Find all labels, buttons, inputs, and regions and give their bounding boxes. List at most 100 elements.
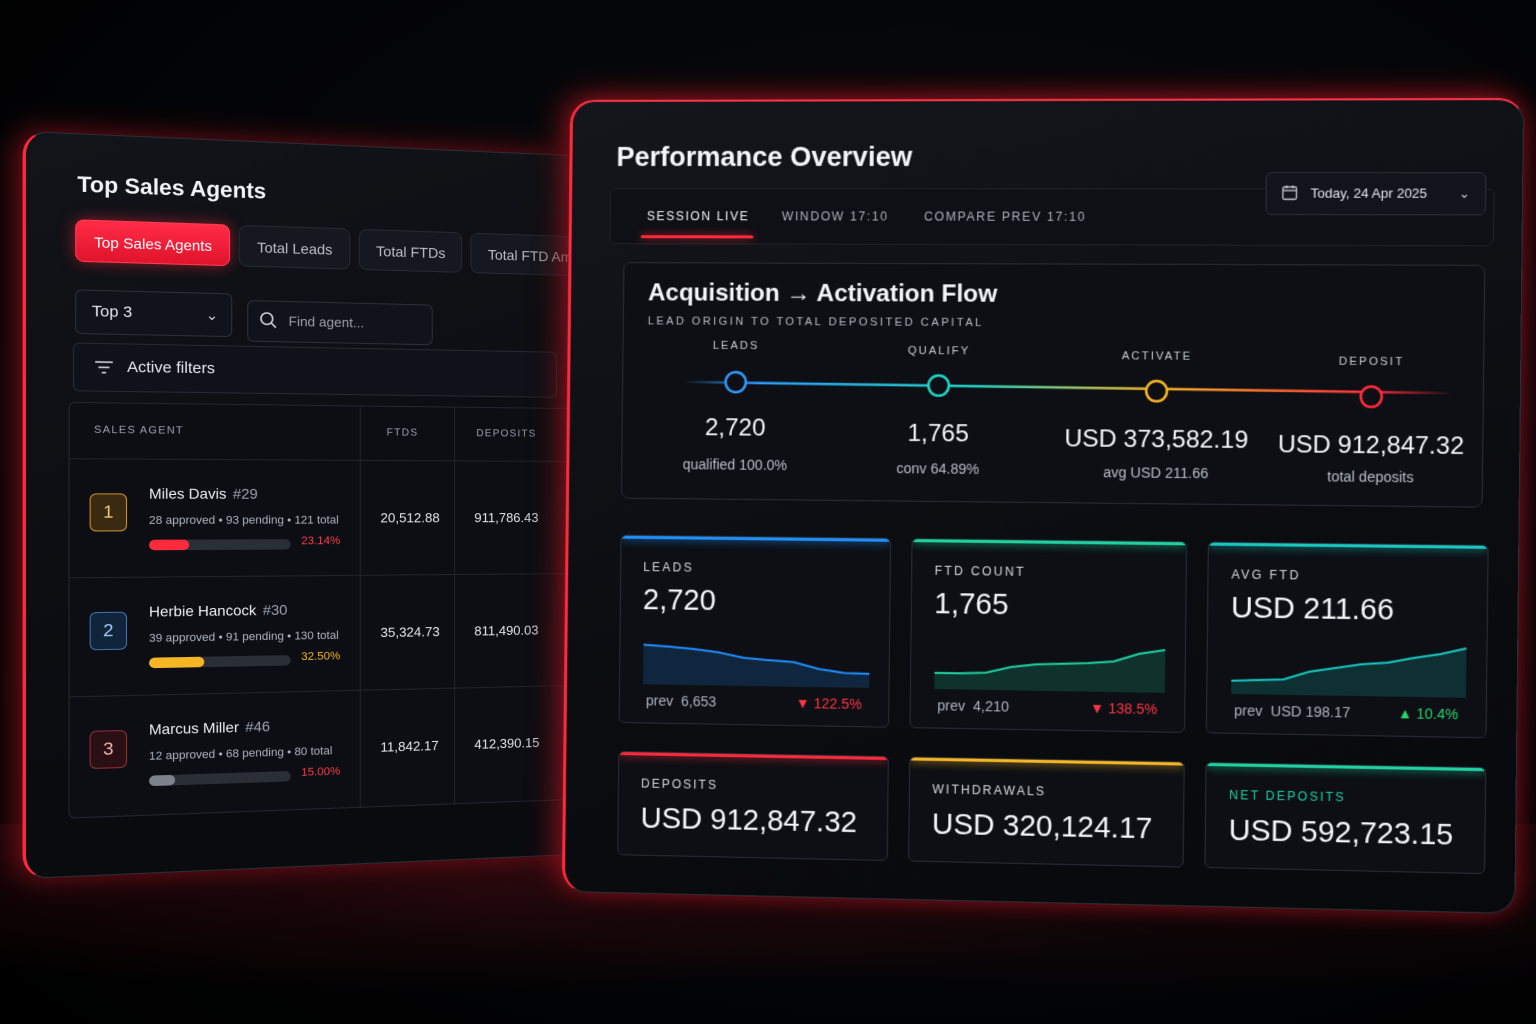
sparkline-area bbox=[1231, 645, 1466, 698]
tab-total-leads[interactable]: Total Leads bbox=[239, 225, 350, 270]
table-row[interactable]: 2 Herbie Hancock #30 39 approved • 91 pen… bbox=[70, 573, 570, 696]
card-accent-line bbox=[1207, 763, 1486, 771]
total-count: 80 total bbox=[294, 745, 332, 759]
prev-label: prev bbox=[646, 692, 673, 709]
agent-name[interactable]: Marcus Miller bbox=[149, 719, 239, 738]
approval-progress-bar bbox=[149, 539, 291, 550]
rank-badge: 3 bbox=[90, 730, 127, 769]
approval-progress-bar bbox=[149, 655, 291, 668]
kpi-card-leads[interactable]: LEADS 2,720 prev 6,653 ▼ 122.5% bbox=[619, 535, 892, 728]
total-card-withdrawals[interactable]: WITHDRAWALS USD 320,124.17 bbox=[908, 756, 1185, 867]
top-n-value: Top 3 bbox=[92, 302, 132, 321]
stage-node-activate bbox=[1146, 381, 1167, 402]
card-accent-line bbox=[619, 752, 888, 760]
tab-total-ftd-amount[interactable]: Total FTD Amount bbox=[471, 233, 570, 278]
sparkline-chart bbox=[642, 628, 871, 688]
agent-search-input[interactable]: Find agent... bbox=[247, 300, 433, 345]
agent-name[interactable]: Miles Davis bbox=[149, 485, 226, 502]
stage-label-leads: LEADS bbox=[635, 339, 837, 352]
stage-node-leads bbox=[726, 372, 746, 392]
table-row[interactable]: 3 Marcus Miller #46 12 approved • 68 pend… bbox=[70, 685, 570, 815]
total-label: NET DEPOSITS bbox=[1229, 788, 1346, 805]
kpi-delta: ▼ 138.5% bbox=[1090, 700, 1158, 717]
prev-value: 6,653 bbox=[681, 693, 716, 710]
prev-value: 4,210 bbox=[973, 698, 1009, 715]
pending-count: 91 pending bbox=[226, 630, 284, 643]
kpi-card-avg-ftd[interactable]: AVG FTD USD 211.66 prev USD 198.17 ▲ 10.… bbox=[1206, 542, 1489, 739]
approval-percent: 15.00% bbox=[301, 765, 340, 779]
stage-node-deposit bbox=[1361, 386, 1382, 407]
active-tab-indicator bbox=[641, 235, 754, 238]
stage-value-qualify: 1,765 bbox=[826, 419, 1051, 449]
stage-label-activate: ACTIVATE bbox=[1054, 350, 1261, 363]
column-header-deposits[interactable]: DEPOSITS bbox=[476, 408, 536, 461]
filter-icon bbox=[94, 359, 114, 376]
deposits-value: 811,490.03 bbox=[474, 622, 538, 638]
page-title: Performance Overview bbox=[616, 142, 912, 173]
approved-count: 39 approved bbox=[149, 631, 215, 645]
tab-window[interactable]: WINDOW 17:10 bbox=[782, 209, 889, 223]
agent-counts: 28 approved • 93 pending • 121 total bbox=[149, 514, 339, 527]
approval-progress-bar bbox=[149, 771, 291, 786]
active-filters-button[interactable]: Active filters bbox=[73, 342, 557, 397]
calendar-icon bbox=[1281, 184, 1298, 200]
stage-label-deposit: DEPOSIT bbox=[1267, 355, 1477, 369]
tab-top-sales-agents[interactable]: Top Sales Agents bbox=[75, 219, 230, 266]
total-value: USD 912,847.32 bbox=[640, 803, 857, 841]
deposits-value: 412,390.15 bbox=[474, 735, 539, 752]
card-accent-line bbox=[1209, 543, 1488, 549]
stage-value-leads: 2,720 bbox=[625, 413, 847, 443]
progress-fill bbox=[149, 775, 175, 786]
ftds-value: 35,324.73 bbox=[380, 624, 439, 640]
total-card-net-deposits[interactable]: NET DEPOSITS USD 592,723.15 bbox=[1204, 762, 1486, 874]
card-accent-line bbox=[622, 536, 891, 542]
total-card-deposits[interactable]: DEPOSITS USD 912,847.32 bbox=[617, 751, 889, 861]
deposits-value: 911,786.43 bbox=[474, 510, 538, 525]
agent-name-cell: Miles Davis #29 bbox=[149, 485, 258, 502]
total-value: USD 320,124.17 bbox=[932, 808, 1153, 846]
agent-name[interactable]: Herbie Hancock bbox=[149, 602, 256, 620]
ftds-value: 11,842.17 bbox=[380, 738, 438, 755]
date-picker[interactable]: Today, 24 Apr 2025 ⌄ bbox=[1265, 172, 1486, 215]
agent-counts: 12 approved • 68 pending • 80 total bbox=[149, 745, 332, 763]
chevron-down-icon: ⌄ bbox=[206, 294, 219, 336]
kpi-label: FTD COUNT bbox=[935, 564, 1026, 579]
kpi-value: USD 211.66 bbox=[1231, 592, 1394, 628]
kpi-delta: ▲ 10.4% bbox=[1398, 705, 1459, 722]
rank-badge: 1 bbox=[90, 493, 127, 531]
kpi-previous: prev 4,210 bbox=[937, 697, 1009, 714]
kpi-delta: ▼ 122.5% bbox=[796, 695, 862, 712]
top-n-select[interactable]: Top 3 ⌄ bbox=[75, 289, 232, 337]
total-count: 130 total bbox=[294, 630, 338, 643]
approved-count: 28 approved bbox=[149, 514, 215, 527]
kpi-previous: prev 6,653 bbox=[646, 692, 717, 709]
sparkline-area bbox=[934, 647, 1165, 693]
approval-percent: 32.50% bbox=[301, 650, 340, 663]
kpi-card-ftd-count[interactable]: FTD COUNT 1,765 prev 4,210 ▼ 138.5% bbox=[909, 538, 1187, 733]
progress-fill bbox=[149, 657, 205, 669]
column-header-ftds[interactable]: FTDS bbox=[387, 407, 419, 460]
total-count: 121 total bbox=[294, 514, 338, 526]
prev-label: prev bbox=[937, 697, 965, 714]
filters-label: Active filters bbox=[127, 358, 215, 377]
table-row[interactable]: 1 Miles Davis #29 28 approved • 93 pendin… bbox=[70, 458, 570, 577]
date-value: Today, 24 Apr 2025 bbox=[1310, 185, 1427, 200]
tab-compare-prev[interactable]: COMPARE PREV 17:10 bbox=[924, 209, 1086, 223]
search-placeholder: Find agent... bbox=[289, 313, 365, 330]
metric-tabs: Top Sales Agents Total Leads Total FTDs … bbox=[75, 219, 570, 277]
acquisition-flow-card: Acquisition → Activation Flow LEAD ORIGI… bbox=[621, 262, 1485, 508]
prev-value: USD 198.17 bbox=[1271, 703, 1351, 721]
prev-label: prev bbox=[1234, 702, 1263, 719]
agent-id: #46 bbox=[245, 718, 270, 735]
approved-count: 12 approved bbox=[149, 748, 215, 763]
progress-fill bbox=[149, 540, 189, 551]
stage-label-qualify: QUALIFY bbox=[837, 345, 1041, 358]
tab-total-ftds[interactable]: Total FTDs bbox=[358, 229, 462, 273]
column-header-agent[interactable]: SALES AGENT bbox=[94, 403, 184, 459]
sparkline-chart bbox=[933, 632, 1166, 692]
card-accent-line bbox=[910, 757, 1184, 765]
stage-node-qualify bbox=[928, 375, 949, 395]
kpi-value: 1,765 bbox=[934, 588, 1009, 622]
agent-counts: 39 approved • 91 pending • 130 total bbox=[149, 630, 339, 646]
tab-session-live[interactable]: SESSION LIVE bbox=[647, 209, 750, 223]
